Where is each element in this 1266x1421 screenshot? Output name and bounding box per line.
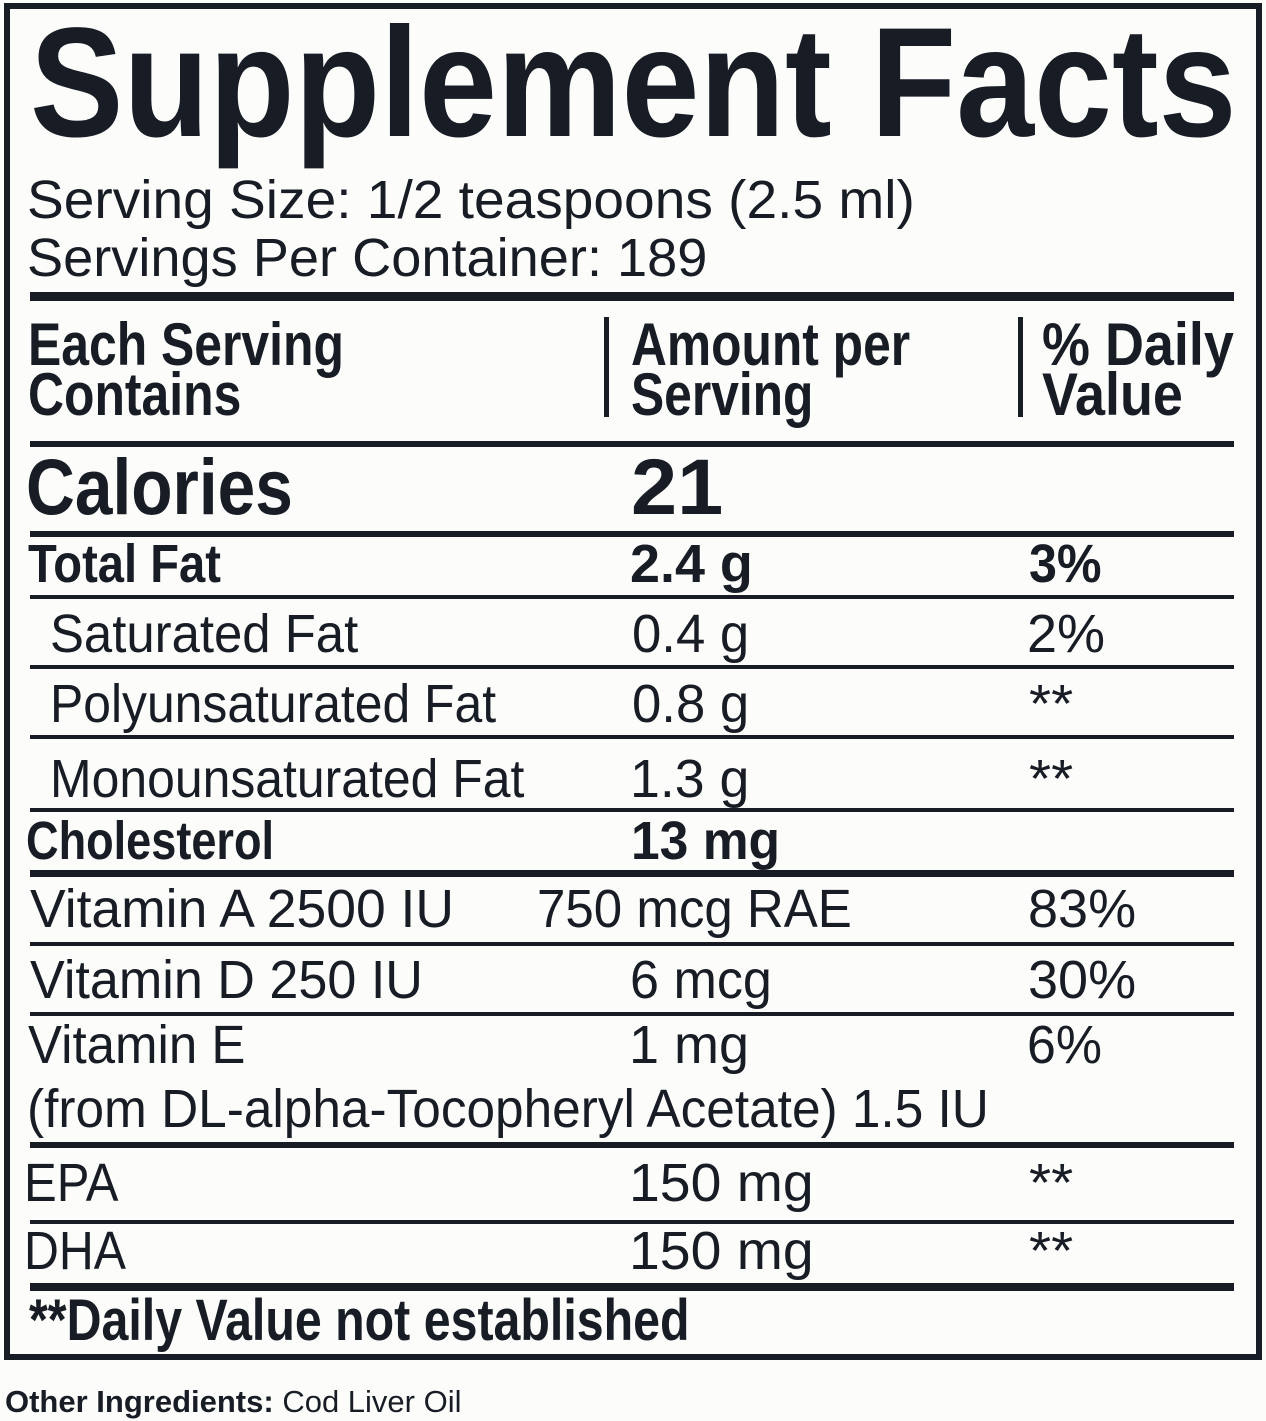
rule-row	[30, 665, 1234, 669]
nutrient-daily-value: 2%	[1027, 604, 1106, 665]
nutrient-amount: 6 mcg	[630, 950, 772, 1011]
nutrient-name: Saturated Fat	[50, 604, 359, 665]
nutrient-name: Total Fat	[28, 534, 221, 595]
nutrient-name: Cholesterol	[26, 811, 275, 872]
nutrient-daily-value: 3%	[1029, 534, 1102, 595]
rule-under-calories	[30, 531, 1234, 537]
rule-under-vitamin-e	[30, 1142, 1234, 1148]
nutrient-amount: 1 mg	[629, 1015, 750, 1076]
calories-amount: 21	[631, 442, 724, 532]
serving-size-line: Serving Size: 1/2 teaspoons (2.5 ml)	[27, 170, 915, 231]
nutrient-daily-value: **	[1029, 1221, 1074, 1282]
rule-top-thick	[30, 292, 1234, 301]
daily-value-footnote: **Daily Value not established	[29, 1287, 690, 1353]
nutrient-amount: 150 mg	[629, 1153, 814, 1214]
column-header-daily-value: % Daily Value	[1042, 311, 1234, 428]
nutrient-name: Polyunsaturated Fat	[50, 674, 497, 735]
nutrient-name: Vitamin E	[28, 1015, 246, 1076]
rule-row	[30, 1012, 1234, 1016]
label-border-box	[4, 3, 1262, 1360]
other-ingredients-value: Cod Liver Oil	[273, 1383, 462, 1419]
rule-row	[30, 595, 1234, 599]
nutrient-amount: 150 mg	[629, 1221, 814, 1282]
column-header-contains: Each Serving Contains	[28, 311, 344, 428]
nutrient-name: Monounsaturated Fat	[50, 749, 525, 810]
servings-per-container-line: Servings Per Container: 189	[27, 227, 708, 288]
nutrient-daily-value: **	[1029, 674, 1074, 735]
other-ingredients-line: Other Ingredients: Cod Liver Oil	[5, 1386, 462, 1417]
nutrient-amount: 0.8 g	[632, 674, 750, 735]
rule-row	[30, 942, 1234, 946]
nutrient-name: Vitamin D 250 IU	[30, 950, 423, 1011]
nutrient-daily-value: 83%	[1028, 879, 1137, 940]
column-header-amount: Amount per Serving	[631, 311, 911, 428]
nutrient-amount: 2.4 g	[630, 534, 753, 595]
calories-label: Calories	[26, 442, 293, 532]
nutrient-amount: 750 mcg RAE	[537, 879, 852, 940]
column-divider-1	[604, 317, 609, 417]
nutrient-daily-value: **	[1029, 1153, 1074, 1214]
nutrient-name: EPA	[24, 1153, 119, 1214]
nutrient-amount: 1.3 g	[630, 749, 750, 810]
nutrient-amount: 0.4 g	[632, 604, 750, 665]
rule-row	[30, 808, 1234, 812]
nutrient-name: DHA	[24, 1221, 126, 1282]
nutrient-daily-value: 30%	[1028, 950, 1137, 1011]
nutrient-daily-value: **	[1029, 749, 1074, 810]
rule-row	[30, 735, 1234, 739]
rule-above-footnote	[30, 1283, 1234, 1291]
nutrient-amount: 13 mg	[631, 811, 781, 872]
other-ingredients-label: Other Ingredients:	[5, 1383, 274, 1419]
rule-under-cholesterol	[30, 870, 1234, 877]
nutrient-name-continuation: (from DL-alpha-Tocopheryl Acetate) 1.5 I…	[27, 1079, 989, 1140]
rule-row	[30, 1220, 1234, 1224]
nutrient-name: Vitamin A 2500 IU	[30, 879, 455, 940]
nutrient-daily-value: 6%	[1027, 1015, 1103, 1076]
label-title: Supplement Facts	[30, 0, 1237, 170]
column-divider-2	[1018, 317, 1023, 417]
rule-under-header	[30, 441, 1234, 447]
